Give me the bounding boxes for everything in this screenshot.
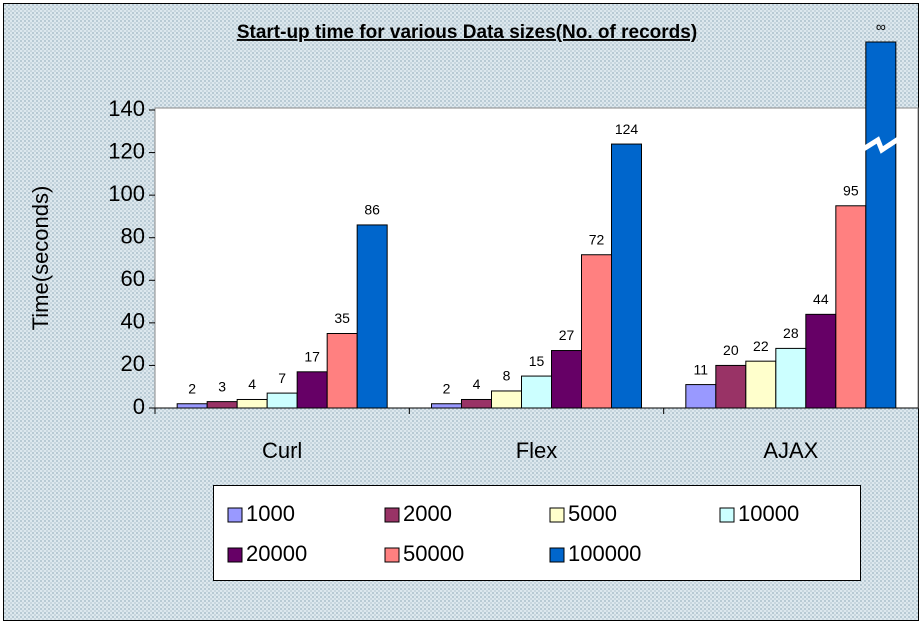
- bar: [581, 254, 612, 409]
- legend-swatch: [384, 507, 400, 523]
- legend-label: 100000: [568, 541, 641, 566]
- value-label: 95: [843, 182, 859, 198]
- value-label: 72: [589, 231, 605, 247]
- bar: [326, 333, 358, 409]
- bar: [461, 398, 492, 409]
- value-label: 27: [559, 327, 575, 343]
- value-label: 35: [334, 310, 350, 326]
- y-tick-label: 120: [108, 138, 145, 163]
- x-tick-label: Flex: [516, 438, 558, 463]
- legend-swatch: [227, 507, 243, 523]
- y-tick-label: 60: [121, 266, 145, 291]
- value-label: 20: [723, 342, 739, 358]
- legend-swatch: [549, 507, 565, 523]
- axis-break: [860, 135, 902, 154]
- y-tick-label: 0: [133, 394, 145, 419]
- bar: [206, 401, 238, 409]
- value-label: 4: [248, 376, 256, 392]
- bar: [775, 347, 807, 409]
- value-label: 11: [694, 361, 709, 377]
- bar: [611, 143, 642, 409]
- legend-label: 2000: [403, 501, 452, 526]
- legend-label: 1000: [246, 501, 295, 526]
- bar: [865, 41, 897, 409]
- bar: [745, 360, 777, 409]
- bar: [266, 392, 298, 409]
- y-tick-label: 100: [108, 181, 145, 206]
- legend-label: 20000: [246, 541, 307, 566]
- value-label: 86: [364, 202, 380, 218]
- bar: [685, 384, 717, 409]
- bar: [176, 403, 208, 409]
- value-label: ∞: [876, 19, 886, 35]
- legend-swatch: [719, 507, 735, 523]
- legend: [213, 485, 861, 581]
- legend-swatch: [227, 547, 243, 563]
- value-label: 22: [753, 338, 769, 354]
- value-label: 15: [529, 353, 545, 369]
- value-label: 44: [813, 291, 829, 307]
- legend-label: 50000: [403, 541, 464, 566]
- legend-swatch: [384, 547, 400, 563]
- legend-label: 10000: [738, 501, 799, 526]
- value-label: 28: [783, 325, 799, 341]
- value-label: 124: [615, 121, 639, 137]
- y-tick-label: 40: [121, 309, 145, 334]
- bar: [521, 375, 552, 409]
- bar: [551, 350, 582, 409]
- bar: [356, 224, 388, 409]
- bar: [835, 205, 867, 409]
- y-axis-label: Time(seconds): [28, 186, 53, 331]
- chart-title: Start-up time for various Data sizes(No.…: [237, 22, 697, 43]
- bar: [491, 390, 522, 409]
- value-label: 7: [278, 370, 286, 386]
- legend-swatch: [549, 547, 565, 563]
- value-label: 17: [304, 349, 320, 365]
- value-label: 3: [218, 378, 226, 394]
- bar: [805, 313, 837, 409]
- value-label: 4: [473, 376, 481, 392]
- value-label: 2: [443, 380, 451, 396]
- x-tick-label: AJAX: [763, 438, 818, 463]
- bar: [431, 403, 462, 409]
- y-tick-label: 80: [121, 224, 145, 249]
- value-label: 2: [188, 380, 196, 396]
- bar: [236, 398, 268, 409]
- y-tick-label: 20: [121, 351, 145, 376]
- legend-label: 5000: [568, 501, 617, 526]
- x-tick-label: Curl: [262, 438, 302, 463]
- y-tick-label: 140: [108, 96, 145, 121]
- value-label: 8: [503, 368, 511, 384]
- bar: [296, 371, 328, 409]
- bar: [715, 364, 747, 409]
